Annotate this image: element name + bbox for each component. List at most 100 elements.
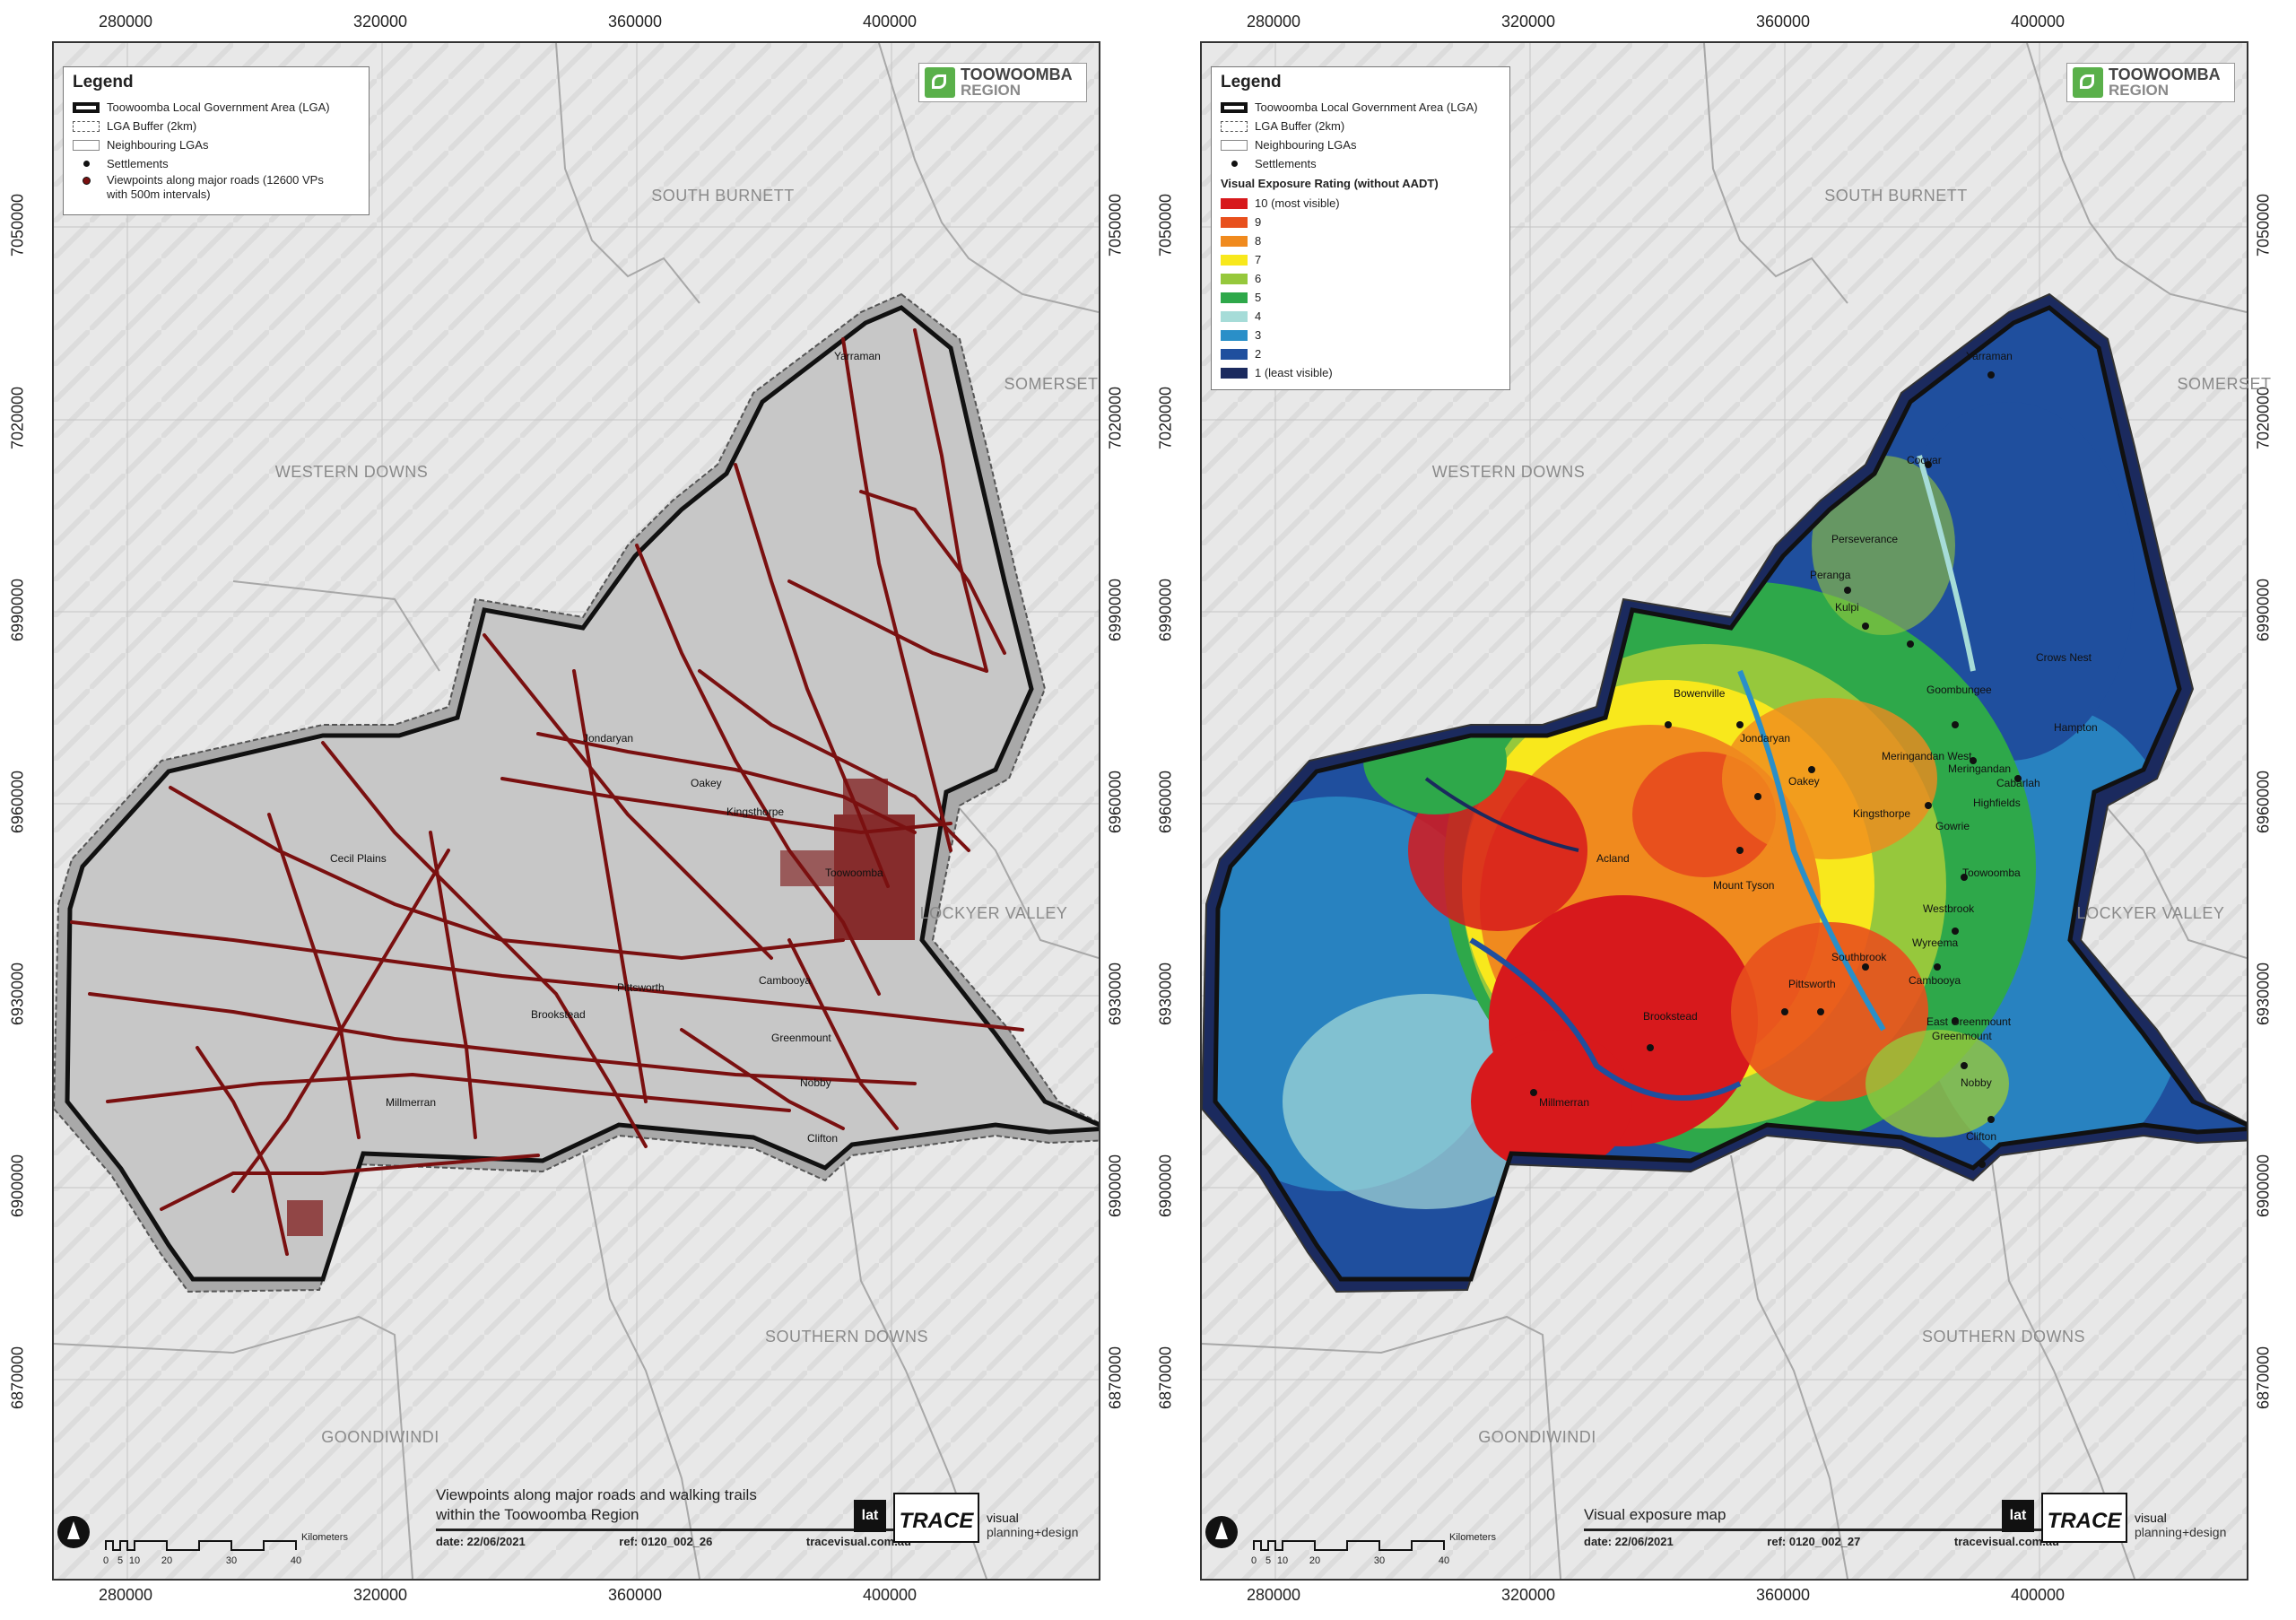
map-website[interactable]: tracevisual.com.au: [805, 1535, 911, 1548]
y-tick-label: 6990000: [8, 578, 27, 642]
y-tick-label: 7020000: [2254, 386, 2273, 450]
settlement-label: Kingsthorpe: [726, 806, 785, 818]
x-tick-label: 320000: [1500, 13, 1556, 30]
rating-legend-item: 6: [1221, 269, 1500, 288]
settlement-dots: [1530, 371, 2022, 1168]
map-title: Viewpoints along major roads and walking…: [436, 1486, 757, 1503]
map-ref: ref: 0120_002_26: [619, 1535, 713, 1548]
y-tick-label: 6930000: [2254, 962, 2273, 1026]
neighbour-swatch: [73, 139, 100, 151]
legend-item: Neighbouring LGAs: [1221, 135, 1500, 154]
y-tick-label: 6960000: [2254, 770, 2273, 834]
x-tick-label: 400000: [862, 1586, 918, 1604]
lga-name-label: SOUTHERN DOWNS: [1922, 1328, 2085, 1346]
lga-boundary: [1213, 305, 2247, 1282]
scale-tick-label: 0: [1250, 1555, 1257, 1566]
map-website[interactable]: tracevisual.com.au: [1953, 1535, 2059, 1548]
rating-swatch: [1221, 329, 1248, 341]
y-tick-label: 6870000: [2254, 1346, 2273, 1410]
lga-name-label: GOONDIWINDI: [1478, 1428, 1596, 1446]
map-title-block: Viewpoints along major roads and walking…: [436, 1485, 911, 1548]
lga-name-label: LOCKYER VALLEY: [2076, 904, 2225, 922]
map-date: date: 22/06/2021: [436, 1535, 526, 1548]
settlement-label: Yarraman: [1966, 350, 2013, 362]
settlement-label: Clifton: [1966, 1130, 1997, 1143]
map-canvas: [1202, 43, 2247, 1579]
x-tick-label: 400000: [2010, 1586, 2066, 1604]
scale-tick-label: 5: [1265, 1555, 1272, 1566]
settlement-label: Crows Nest: [2036, 651, 2092, 664]
settlement-label: Nobby: [1961, 1076, 1992, 1089]
settlement-label: Cecil Plains: [330, 852, 387, 865]
settlement-dot-icon: [73, 161, 100, 167]
x-tick-label: 280000: [98, 1586, 153, 1604]
y-tick-label: 6900000: [1106, 1154, 1125, 1218]
y-tick-label: 7020000: [8, 386, 27, 450]
settlement-label: Oakey: [1788, 775, 1820, 788]
settlement-label: Cooyar: [1907, 454, 1942, 466]
x-tick-label: 400000: [2010, 13, 2066, 30]
settlement-label: Brookstead: [531, 1008, 586, 1021]
rating-legend-item: 3: [1221, 326, 1500, 344]
scale-tick-label: 20: [161, 1555, 173, 1566]
scale-tick-label: 10: [1276, 1555, 1289, 1566]
settlement-label: Meringandan: [1948, 762, 2012, 775]
settlement-label: Meringandan West: [1882, 750, 1972, 762]
lga-name-label: LOCKYER VALLEY: [919, 904, 1068, 922]
rating-swatch: [1221, 273, 1248, 284]
y-tick-label: 6930000: [8, 962, 27, 1026]
settlement-label: Toowoomba: [1962, 867, 2021, 879]
lga-name-label: SOUTH BURNETT: [1824, 187, 1968, 205]
rating-swatch: [1221, 254, 1248, 266]
rating-legend-item: 9: [1221, 213, 1500, 231]
lga-swatch: [1221, 101, 1248, 113]
rating-swatch: [1221, 348, 1248, 360]
map-frame[interactable]: [1200, 41, 2248, 1581]
settlement-label: Peranga: [1810, 569, 1851, 581]
y-tick-label: 6900000: [2254, 1154, 2273, 1218]
y-tick-label: 6930000: [1106, 962, 1125, 1026]
y-tick-label: 6870000: [8, 1346, 27, 1410]
map-legend: Legend Toowoomba Local Government Area (…: [63, 66, 370, 215]
scale-tick-label: 5: [117, 1555, 124, 1566]
toowoomba-region-logo: TOOWOOMBA REGION: [2066, 63, 2235, 102]
y-tick-label: 7050000: [1106, 193, 1125, 257]
settlement-label: East Greenmount: [1926, 1015, 2012, 1028]
y-tick-label: 6870000: [1156, 1346, 1175, 1410]
toowoomba-logo-icon: [925, 67, 955, 98]
map-canvas: [54, 43, 1099, 1579]
settlement-dot-icon: [1221, 161, 1248, 167]
settlement-label: Acland: [1596, 852, 1630, 865]
map-subtitle: within the Toowoomba Region: [436, 1506, 639, 1523]
settlement-label: Hampton: [2054, 721, 2098, 734]
buffer-swatch: [1221, 120, 1248, 132]
map-frame[interactable]: [52, 41, 1100, 1581]
y-tick-label: 6900000: [1156, 1154, 1175, 1218]
lga-name-label: SOMERSET: [1004, 375, 1099, 393]
settlement-label: Millmerran: [1539, 1096, 1590, 1109]
right-map-panel: 280000 320000 360000 400000 280000 32000…: [1148, 0, 2296, 1620]
x-tick-label: 280000: [1246, 13, 1301, 30]
left-map-panel: 280000 320000 360000 400000 280000 32000…: [8, 13, 1125, 1604]
settlement-label: Toowoomba: [825, 867, 883, 879]
settlement-label: Gowrie: [1935, 820, 1970, 832]
legend-item: Settlements: [73, 154, 360, 173]
y-tick-label: 6960000: [1156, 770, 1175, 834]
settlement-label: Cambooya: [1909, 974, 1961, 987]
toowoomba-region-logo: TOOWOOMBA REGION: [918, 63, 1087, 102]
y-tick-label: 6870000: [1106, 1346, 1125, 1410]
neighbour-swatch: [1221, 139, 1248, 151]
settlement-label: Mount Tyson: [1713, 879, 1775, 892]
x-tick-label: 280000: [1246, 1586, 1301, 1604]
rating-swatch: [1221, 367, 1248, 379]
y-tick-label: 6900000: [8, 1154, 27, 1218]
scale-bar: [1253, 1540, 1445, 1551]
legend-item: Toowoomba Local Government Area (LGA): [1221, 98, 1500, 117]
lga-name-label: GOONDIWINDI: [321, 1428, 439, 1446]
settlement-label: Nobby: [800, 1076, 831, 1089]
y-tick-label: 7050000: [2254, 193, 2273, 257]
north-arrow-icon: [57, 1516, 90, 1548]
legend-item: Toowoomba Local Government Area (LGA): [73, 98, 360, 117]
trace-logo: lat TRACE visual planning+design: [854, 1493, 1089, 1548]
settlement-label: Jondaryan: [1740, 732, 1791, 745]
